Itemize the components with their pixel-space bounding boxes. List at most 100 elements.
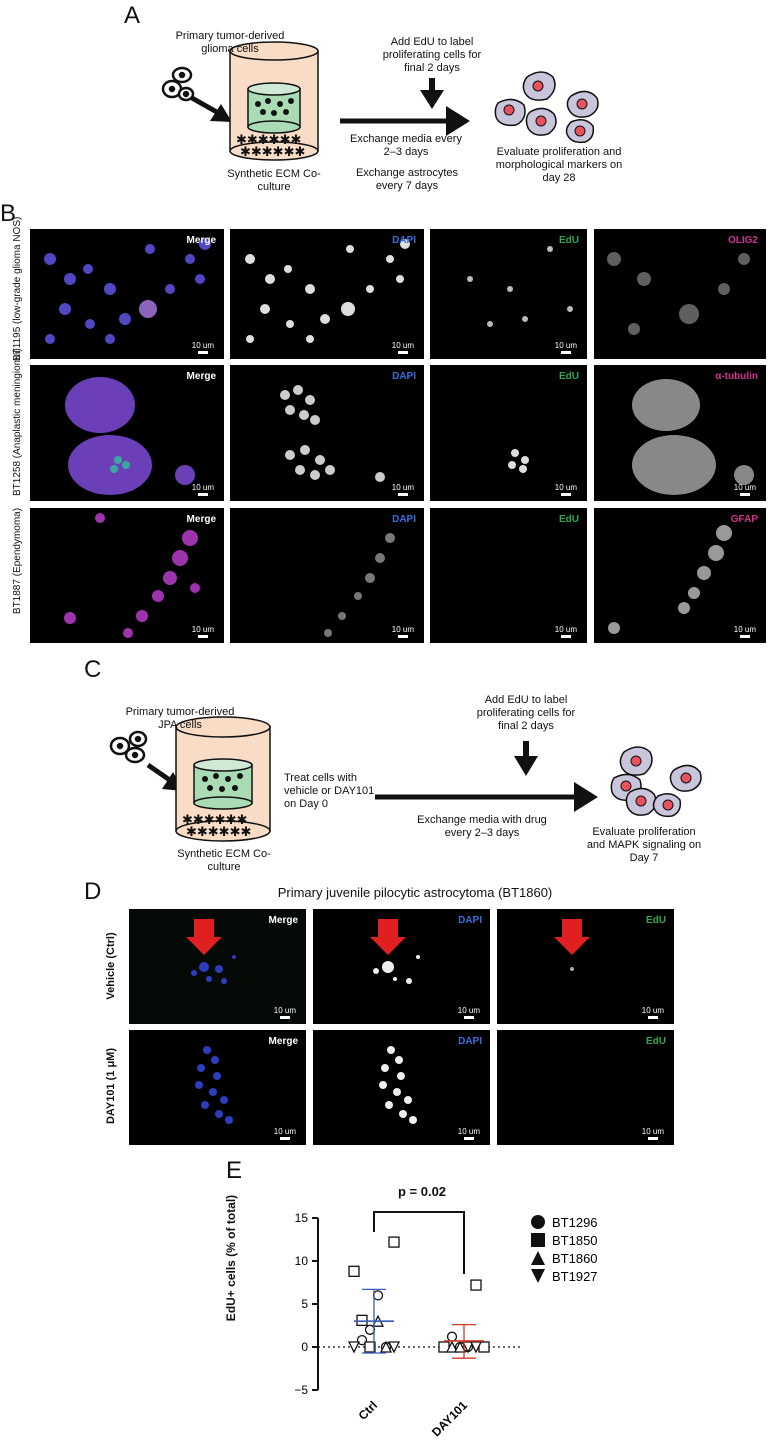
panel-a-media-label: Exchange media every 2–3 days: [350, 133, 462, 158]
micrograph-merge: Merge 10 um: [30, 508, 224, 643]
panel-a-culture-label: Synthetic ECM Co-culture: [227, 168, 321, 193]
panel-a-eval-label: Evaluate proliferation and morphological…: [495, 146, 623, 184]
panel-label-b: B: [0, 200, 17, 227]
panel-label-e: E: [226, 1157, 243, 1184]
channel-label: Merge: [186, 235, 216, 246]
data-point-bt1850: [356, 1314, 368, 1326]
scale-bar: 10 um: [642, 1127, 664, 1140]
legend-marker-bt1850: [531, 1233, 545, 1247]
scale-bar: 10 um: [642, 1006, 664, 1019]
legend-marker-bt1860: [531, 1251, 545, 1265]
panel-c-culture-well: ✱✱✱✱✱✱✱✱✱✱✱✱: [175, 716, 271, 842]
data-point-bt1850: [470, 1279, 482, 1291]
channel-label: DAPI: [392, 235, 416, 246]
micrograph-merge: Merge 10 um: [30, 229, 224, 359]
p-value-annotation: p = 0.02: [397, 1184, 447, 1199]
chart-y-label: EdU+ cells (% of total): [224, 1194, 238, 1322]
scale-bar: 10 um: [458, 1006, 480, 1019]
micrograph-edu: EdU 10 um: [430, 229, 587, 359]
legend-marker-bt1927: [531, 1269, 545, 1283]
panel-a-cell-cluster: [161, 66, 195, 102]
channel-label: Merge: [186, 514, 216, 525]
micrograph-dapi: DAPI 10 um: [230, 365, 424, 501]
data-point-bt1927: [347, 1341, 361, 1354]
red-arrow-icon: [186, 919, 222, 955]
micrograph-edu: EdU 10 um: [430, 365, 587, 501]
scale-bar: 10 um: [274, 1127, 296, 1140]
channel-label: OLIG2: [727, 235, 758, 246]
y-tick-label: 10: [295, 1254, 309, 1268]
y-tick-label: 15: [295, 1211, 309, 1225]
legend-label: BT1296: [552, 1215, 598, 1230]
y-tick-label: 5: [301, 1297, 308, 1311]
data-point-bt1860: [453, 1340, 467, 1353]
scale-bar: 10 um: [274, 1006, 296, 1019]
micrograph-dapi: DAPI 10 um: [313, 1030, 490, 1145]
channel-label: DAPI: [458, 1036, 482, 1047]
significance-bracket: [373, 1211, 465, 1274]
panel-a-culture-well: ✱✱✱✱✱✱✱✱✱✱✱✱: [229, 41, 319, 161]
legend-label: BT1850: [552, 1233, 598, 1248]
channel-label: Merge: [268, 915, 298, 926]
channel-label: EdU: [559, 235, 579, 246]
micrograph-marker: GFAP 10 um: [594, 508, 766, 643]
y-tick-label: −5: [294, 1383, 308, 1397]
panel-c-cell-cluster: [109, 730, 148, 764]
panel-label-c: C: [84, 656, 102, 683]
svg-text:✱✱✱✱✱✱: ✱✱✱✱✱✱: [236, 133, 301, 148]
scale-bar: 10 um: [192, 483, 214, 496]
micrograph-merge: Merge 10 um: [129, 1030, 306, 1145]
scale-bar: 10 um: [734, 625, 756, 638]
panel-c-treat-label: Treat cells with vehicle or DAY101 on Da…: [284, 772, 375, 810]
panel-c-edu-label: Add EdU to label proliferating cells for…: [476, 694, 576, 732]
panel-label-d: D: [84, 878, 102, 905]
data-point-bt1850: [348, 1265, 360, 1277]
micrograph-edu: EdU 10 um: [497, 1030, 674, 1145]
data-point-bt1927: [387, 1341, 401, 1354]
data-point-bt1927: [469, 1341, 483, 1354]
x-tick-label: DAY101: [429, 1398, 470, 1439]
channel-label: GFAP: [730, 514, 758, 525]
channel-label: DAPI: [392, 371, 416, 382]
data-point-bt1850: [364, 1341, 376, 1353]
red-arrow-icon: [554, 919, 590, 955]
scale-bar: 10 um: [392, 341, 414, 354]
scale-bar: 10 um: [192, 625, 214, 638]
scale-bar: 10 um: [555, 625, 577, 638]
data-point-bt1850: [388, 1236, 400, 1248]
scale-bar: 10 um: [392, 625, 414, 638]
scale-bar: 10 um: [734, 483, 756, 496]
micrograph-merge: Merge 10 um: [30, 365, 224, 501]
channel-label: Merge: [268, 1036, 298, 1047]
panel-a-astro-label: Exchange astrocytes every 7 days: [355, 167, 459, 192]
legend-label: BT1860: [552, 1251, 598, 1266]
micrograph-marker: α-tubulin 10 um: [594, 365, 766, 501]
panel-c-media-label: Exchange media with drug every 2–3 days: [417, 814, 547, 839]
channel-label: DAPI: [392, 514, 416, 525]
panel-a-cells-label: Primary tumor-derived glioma cells: [175, 30, 285, 55]
channel-label: EdU: [646, 915, 666, 926]
data-point-bt1296: [356, 1334, 368, 1346]
panel-label-a: A: [124, 2, 141, 29]
svg-text:✱✱✱✱✱✱: ✱✱✱✱✱✱: [182, 813, 247, 828]
red-arrow-icon: [370, 919, 406, 955]
micrograph-dapi: DAPI 10 um: [230, 508, 424, 643]
data-point-bt1927: [461, 1341, 475, 1354]
panel-c-culture-label: Synthetic ECM Co-culture: [177, 848, 271, 873]
data-point-bt1860: [379, 1340, 393, 1353]
micrograph-edu: EdU 10 um: [497, 909, 674, 1024]
micrograph-marker: OLIG2: [594, 229, 766, 359]
svg-text:✱✱✱✱✱✱: ✱✱✱✱✱✱: [186, 825, 251, 840]
micrograph-edu: EdU 10 um: [430, 508, 587, 643]
x-tick-label: Ctrl: [356, 1398, 381, 1423]
svg-text:✱✱✱✱✱✱: ✱✱✱✱✱✱: [240, 145, 305, 160]
scale-bar: 10 um: [555, 341, 577, 354]
legend-label: BT1927: [552, 1269, 598, 1284]
scale-bar: 10 um: [192, 341, 214, 354]
panel-c-cells-label: Primary tumor-derived JPA cells: [125, 706, 235, 731]
y-tick-label: 0: [301, 1340, 308, 1354]
channel-label: α-tubulin: [715, 371, 758, 382]
panel-c-eval-label: Evaluate proliferation and MAPK signalin…: [586, 826, 702, 864]
